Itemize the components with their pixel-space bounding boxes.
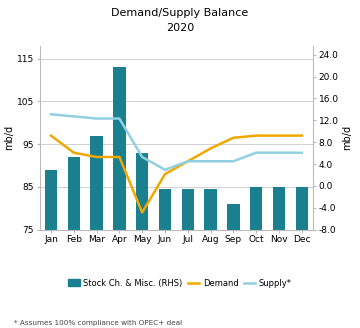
Bar (113, 67, 126, 328)
Bar (136, 153, 148, 328)
Y-axis label: mb/d: mb/d (4, 125, 14, 150)
Bar (227, 204, 240, 328)
Bar (181, 189, 194, 328)
Bar (68, 157, 80, 328)
Y-axis label: mb/d: mb/d (342, 125, 352, 150)
Bar (250, 187, 262, 328)
Bar (90, 135, 103, 328)
Bar (204, 189, 217, 328)
Bar (273, 187, 285, 328)
Legend: Stock Ch. & Misc. (RHS), Demand, Supply*: Stock Ch. & Misc. (RHS), Demand, Supply* (65, 276, 295, 291)
Text: * Assumes 100% compliance with OPEC+ deal: * Assumes 100% compliance with OPEC+ dea… (14, 320, 183, 326)
Text: Demand/Supply Balance: Demand/Supply Balance (111, 8, 249, 18)
Bar (159, 189, 171, 328)
Bar (296, 187, 308, 328)
Bar (45, 170, 57, 328)
Text: 2020: 2020 (166, 23, 194, 33)
